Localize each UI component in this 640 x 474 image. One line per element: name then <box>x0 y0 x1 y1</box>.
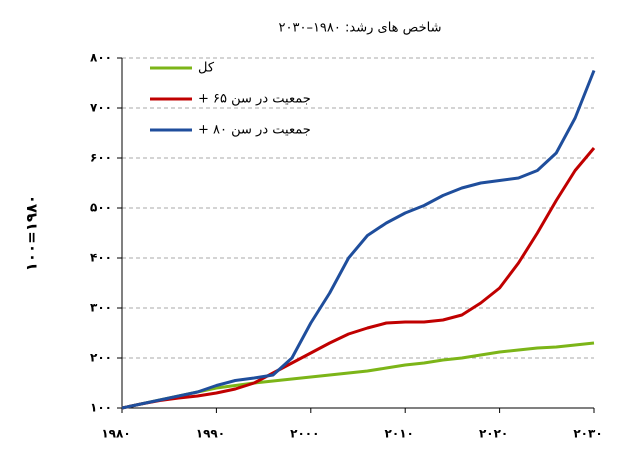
legend-label: جمعیت در سن ۸۰ + <box>198 123 311 138</box>
y-tick-label: ۸۰۰ <box>90 51 112 65</box>
legend-label: کل <box>198 61 215 76</box>
x-tick-label: ۱۹۸۰ <box>101 427 130 441</box>
x-tick-label: ۲۰۲۰ <box>479 427 508 441</box>
y-tick-label: ۱۰۰ <box>90 401 112 415</box>
y-tick-label: ۵۰۰ <box>90 201 112 215</box>
series-line <box>121 341 595 410</box>
x-tick-label: ۲۰۳۰ <box>573 427 602 441</box>
y-tick-label: ۷۰۰ <box>90 101 112 115</box>
x-tick-label: ۲۰۰۰ <box>290 427 319 441</box>
series-line <box>121 147 596 410</box>
y-axis-label: ۱۰۰=۱۹۸۰ <box>23 195 41 272</box>
x-tick-label: ۲۰۱۰ <box>385 427 414 441</box>
y-tick-label: ۴۰۰ <box>90 251 112 265</box>
x-tick-label: ۱۹۹۰ <box>196 427 225 441</box>
y-tick-label: ۲۰۰ <box>90 351 112 365</box>
chart-title: شاخص های رشد: ۱۹۸۰–۲۰۳۰ <box>279 21 442 36</box>
y-tick-label: ۶۰۰ <box>90 151 112 165</box>
legend-label: جمعیت در سن ۶۵ + <box>198 92 311 107</box>
y-tick-label: ۳۰۰ <box>90 301 112 315</box>
series-line <box>121 69 596 410</box>
